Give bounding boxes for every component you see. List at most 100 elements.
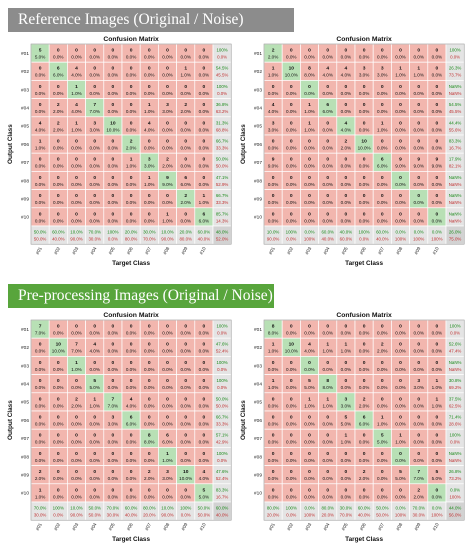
matrix-title: Confusion Matrix [336, 36, 392, 43]
cell-percent: 0.0% [359, 182, 369, 187]
row-summary-error: 33.3% [216, 146, 229, 151]
column-tick-label: #04 [322, 522, 330, 532]
cell-percent: 0.0% [432, 146, 442, 151]
cell-count: 0 [39, 66, 42, 72]
row-summary-correct: 47.6% [216, 342, 229, 347]
cell-percent: 0.0% [144, 146, 154, 151]
cell-count: 0 [326, 487, 329, 493]
cell-count: 0 [308, 469, 311, 475]
cell-count: 0 [184, 139, 187, 145]
cell-count: 1 [272, 66, 275, 72]
row-summary-error: 0.0% [450, 55, 460, 60]
cell-percent: 0.0% [268, 440, 278, 445]
cell-percent: 0.0% [180, 218, 190, 223]
cell-percent: 0.0% [53, 476, 63, 481]
cell-percent: 0.0% [413, 367, 423, 372]
cell-count: 0 [399, 84, 402, 90]
cell-count: 0 [130, 175, 133, 181]
cell-count: 0 [436, 175, 439, 181]
row-summary-correct: NaN% [449, 360, 462, 365]
cell-percent: 2.0% [53, 127, 63, 132]
cell-count: 0 [130, 469, 133, 475]
cell-percent: 1.0% [432, 385, 442, 390]
row-summary-correct: 100% [449, 324, 460, 329]
cell-percent: 0.0% [268, 403, 278, 408]
cell-count: 3 [381, 66, 384, 72]
cell-percent: 0.0% [359, 349, 369, 354]
cell-count: 0 [93, 415, 96, 421]
cell-count: 0 [184, 487, 187, 493]
cell-count: 0 [75, 415, 78, 421]
cell-percent: 0.0% [395, 91, 405, 96]
column-tick-label: #09 [180, 246, 188, 256]
cell-percent: 0.0% [304, 422, 314, 427]
cell-count: 0 [130, 120, 133, 126]
row-tick-label: #06 [21, 418, 29, 424]
row-summary-correct: 100% [216, 360, 227, 365]
cell-percent: 0.0% [304, 55, 314, 60]
column-summary-error: 90.0% [161, 513, 174, 518]
cell-percent: 0.0% [199, 164, 209, 169]
matrix-border [263, 319, 465, 521]
cell-percent: 0.0% [144, 349, 154, 354]
cell-count: 0 [75, 48, 78, 54]
cell-count: 0 [57, 139, 60, 145]
cell-percent: 10.0% [179, 476, 192, 481]
cell-percent: 0.0% [108, 218, 118, 223]
column-summary-correct: 50.0% [198, 506, 211, 511]
row-summary-correct: 0.0% [450, 487, 460, 492]
cell-percent: 2.0% [144, 476, 154, 481]
column-summary-correct: 100% [107, 230, 118, 235]
cell-count: 0 [290, 415, 293, 421]
cell-percent: 0.0% [71, 200, 81, 205]
cell-percent: 0.0% [304, 200, 314, 205]
cell-percent: 0.0% [53, 182, 63, 187]
cell-percent: 0.0% [144, 367, 154, 372]
cell-percent: 4.0% [199, 476, 209, 481]
cell-percent: 4.0% [35, 127, 45, 132]
cell-count: 0 [436, 139, 439, 145]
cell-percent: 0.0% [89, 476, 99, 481]
cell-count: 0 [381, 469, 384, 475]
cell-count: 5 [39, 48, 42, 54]
cell-count: 0 [148, 360, 151, 366]
cell-count: 0 [436, 451, 439, 457]
cell-percent: 0.0% [395, 109, 405, 114]
cell-count: 0 [308, 175, 311, 181]
cell-count: 0 [326, 175, 329, 181]
cell-count: 0 [272, 211, 275, 217]
column-summary-error: 0.0% [359, 237, 369, 242]
column-tick-label: #02 [286, 522, 294, 532]
cell-count: 0 [203, 48, 206, 54]
cell-percent: 0.0% [35, 458, 45, 463]
cell-percent: 1.0% [341, 349, 351, 354]
cell-percent: 0.0% [180, 91, 190, 96]
cell-count: 0 [345, 469, 348, 475]
column-summary-correct: 100% [180, 506, 191, 511]
cell-percent: 0.0% [268, 458, 278, 463]
cell-count: 0 [112, 193, 115, 199]
cell-percent: 0.0% [126, 331, 136, 336]
cell-count: 1 [166, 211, 169, 217]
cell-count: 0 [166, 415, 169, 421]
cell-count: 0 [399, 342, 402, 348]
cell-percent: 5.0% [432, 476, 442, 481]
column-tick-label: #07 [377, 246, 385, 256]
cell-percent: 0.0% [53, 55, 63, 60]
cell-percent: 0.0% [359, 55, 369, 60]
cell-percent: 0.0% [377, 476, 387, 481]
cell-count: 2 [417, 487, 420, 493]
cell-percent: 0.0% [413, 91, 423, 96]
cell-count: 0 [93, 157, 96, 163]
cell-count: 0 [417, 342, 420, 348]
cell-count: 0 [57, 48, 60, 54]
column-tick-label: #07 [144, 522, 152, 532]
column-summary-correct: 30.0% [340, 506, 353, 511]
column-summary-correct: 100% [358, 230, 369, 235]
cell-count: 0 [184, 415, 187, 421]
cell-percent: 1.0% [144, 109, 154, 114]
cell-percent: 1.0% [377, 127, 387, 132]
cell-percent: 0.0% [286, 458, 296, 463]
cell-count: 4 [130, 396, 133, 402]
cell-count: 0 [363, 157, 366, 163]
